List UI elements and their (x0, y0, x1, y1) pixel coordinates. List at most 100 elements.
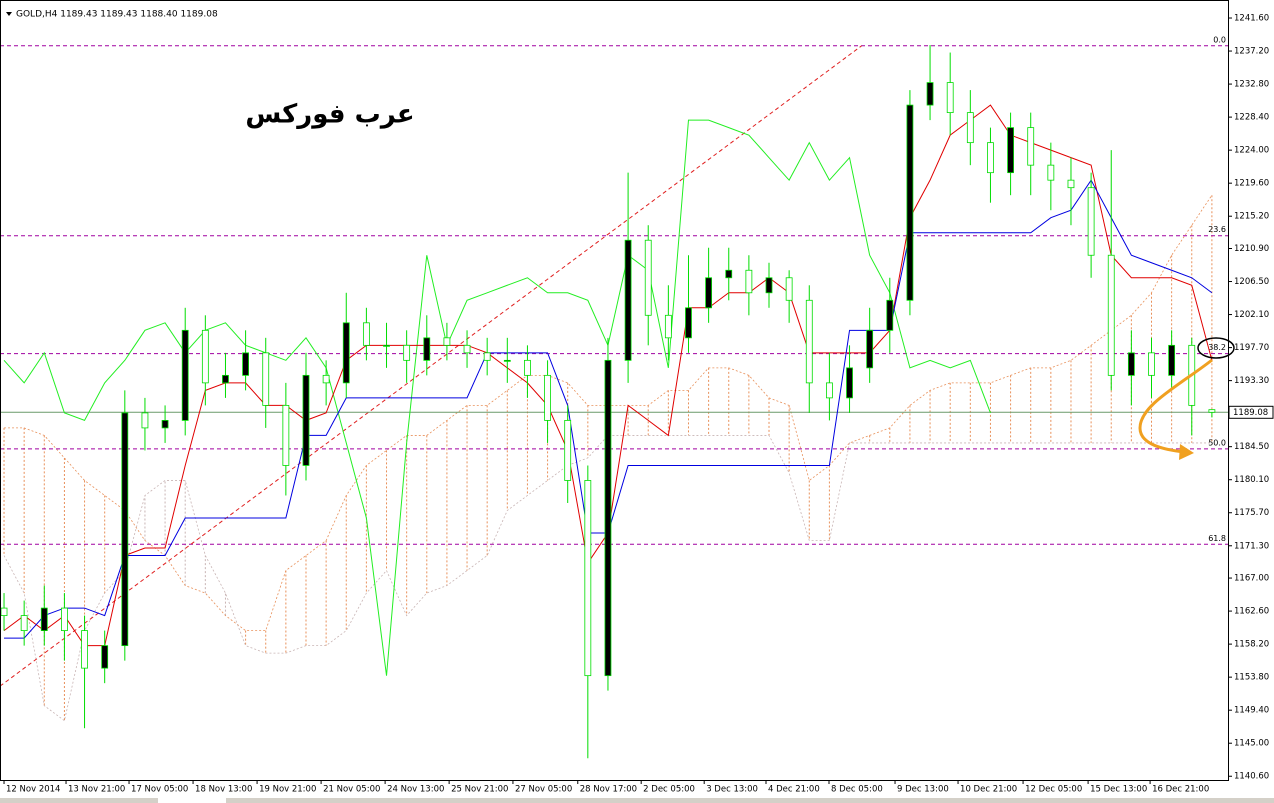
y-tick-label: 1232.80 (1234, 80, 1269, 90)
y-tick-label: 1224.00 (1234, 146, 1269, 156)
y-tick-label: 1171.30 (1234, 541, 1269, 551)
candle-body (644, 239, 652, 316)
annotation-arrow (1138, 358, 1213, 454)
x-tick-label: 17 Nov 05:00 (131, 785, 188, 795)
candle-body (604, 359, 612, 677)
candle-body (121, 412, 129, 647)
x-tick-label: 15 Dec 13:00 (1090, 785, 1147, 795)
plot-frame (0, 0, 1229, 781)
candle-body (181, 329, 189, 421)
x-tick-label: 9 Dec 13:00 (897, 785, 949, 795)
y-tick-label: 1202.10 (1234, 310, 1269, 320)
chart-title: عرب فوركس (245, 100, 414, 130)
arrow-head (1179, 444, 1194, 460)
candle-body (40, 607, 48, 632)
fib-label: 38.2 (1208, 343, 1226, 352)
x-tick-label: 16 Dec 21:00 (1152, 785, 1209, 795)
y-tick-label: 1175.70 (1234, 508, 1269, 518)
candle-body (966, 112, 974, 144)
x-tick-label: 4 Dec 21:00 (768, 785, 820, 795)
candle-body (1007, 127, 1014, 174)
candle-body (362, 322, 370, 346)
y-tick-label: 1145.00 (1234, 739, 1269, 749)
candle-body (685, 307, 692, 339)
candle-body (1027, 127, 1035, 166)
y-tick-label: 1215.20 (1234, 212, 1269, 222)
candle-body (282, 404, 290, 466)
candle-body (564, 420, 572, 481)
candle-body (524, 359, 531, 376)
candle-body (1067, 179, 1075, 189)
fib-label: 50.0 (1208, 438, 1226, 447)
candle-body (403, 344, 411, 361)
candle-body (1148, 352, 1155, 376)
candle-body (826, 382, 833, 399)
header: GOLD,H4 1189.43 1189.43 1188.40 1189.08 (16, 10, 218, 20)
candle-body (463, 344, 471, 354)
candle-body (725, 269, 733, 279)
candle-body (1168, 344, 1176, 376)
candle-body (785, 277, 793, 301)
candle-body (483, 352, 491, 361)
candle-body (906, 104, 914, 301)
candle-body (1047, 164, 1055, 181)
y-tick-label: 1206.50 (1234, 277, 1269, 287)
fib-label: 0.0 (1213, 35, 1226, 44)
candle-body (443, 337, 451, 346)
x-tick-label: 28 Nov 17:00 (580, 785, 637, 795)
y-tick-label: 1140.60 (1234, 772, 1269, 782)
candle-body (262, 352, 270, 406)
x-tick-label: 18 Nov 13:00 (195, 785, 252, 795)
candle-body (383, 344, 390, 347)
candle-body (624, 239, 632, 361)
candle-body (946, 82, 954, 114)
candle-body (846, 367, 853, 399)
candle-body (503, 359, 511, 362)
y-tick-label: 1180.10 (1234, 475, 1269, 485)
x-tick-label: 2 Dec 05:00 (643, 785, 695, 795)
candle-body (584, 480, 592, 677)
candle-body (141, 412, 149, 429)
price-label: 1189.08 (1233, 408, 1268, 418)
y-tick-label: 1149.40 (1234, 706, 1269, 716)
candle-body (302, 374, 310, 466)
x-tick-label: 3 Dec 13:00 (706, 785, 758, 795)
candle-body (664, 314, 672, 339)
candle-body (0, 607, 8, 616)
candle-body (866, 329, 874, 369)
x-tick-label: 27 Nov 05:00 (515, 785, 572, 795)
y-tick-label: 1228.40 (1234, 113, 1269, 123)
y-tick-label: 1197.70 (1234, 343, 1269, 353)
y-tick-label: 1158.20 (1234, 640, 1269, 650)
x-tick-label: 8 Dec 05:00 (831, 785, 883, 795)
trendline (0, 45, 862, 687)
candle-body (805, 299, 813, 384)
highlight-ellipse (1197, 337, 1235, 359)
y-tick-label: 1241.60 (1234, 14, 1269, 24)
x-tick-label: 12 Dec 05:00 (1025, 785, 1082, 795)
candle-body (201, 329, 209, 384)
candle-body (342, 322, 350, 384)
y-tick-label: 1184.50 (1234, 442, 1269, 452)
x-tick-label: 24 Nov 13:00 (387, 785, 444, 795)
x-tick-label: 10 Dec 21:00 (960, 785, 1017, 795)
candle-body (886, 299, 894, 331)
y-tick-label: 1153.80 (1234, 673, 1269, 683)
y-tick-label: 1162.60 (1234, 607, 1269, 617)
candle-body (1087, 187, 1095, 256)
candle-body (222, 374, 229, 384)
candle-body (101, 645, 109, 669)
candle-body (987, 142, 994, 174)
x-tick-label: 12 Nov 2014 (6, 785, 60, 795)
scroll-bar (226, 798, 1274, 803)
candle-body (242, 352, 250, 376)
candle-body (20, 615, 28, 632)
candle-body (705, 277, 713, 309)
y-tick-label: 1210.90 (1234, 244, 1269, 254)
x-tick-label: 13 Nov 21:00 (68, 785, 125, 795)
candle-body (81, 630, 88, 669)
candle-body (745, 269, 753, 294)
